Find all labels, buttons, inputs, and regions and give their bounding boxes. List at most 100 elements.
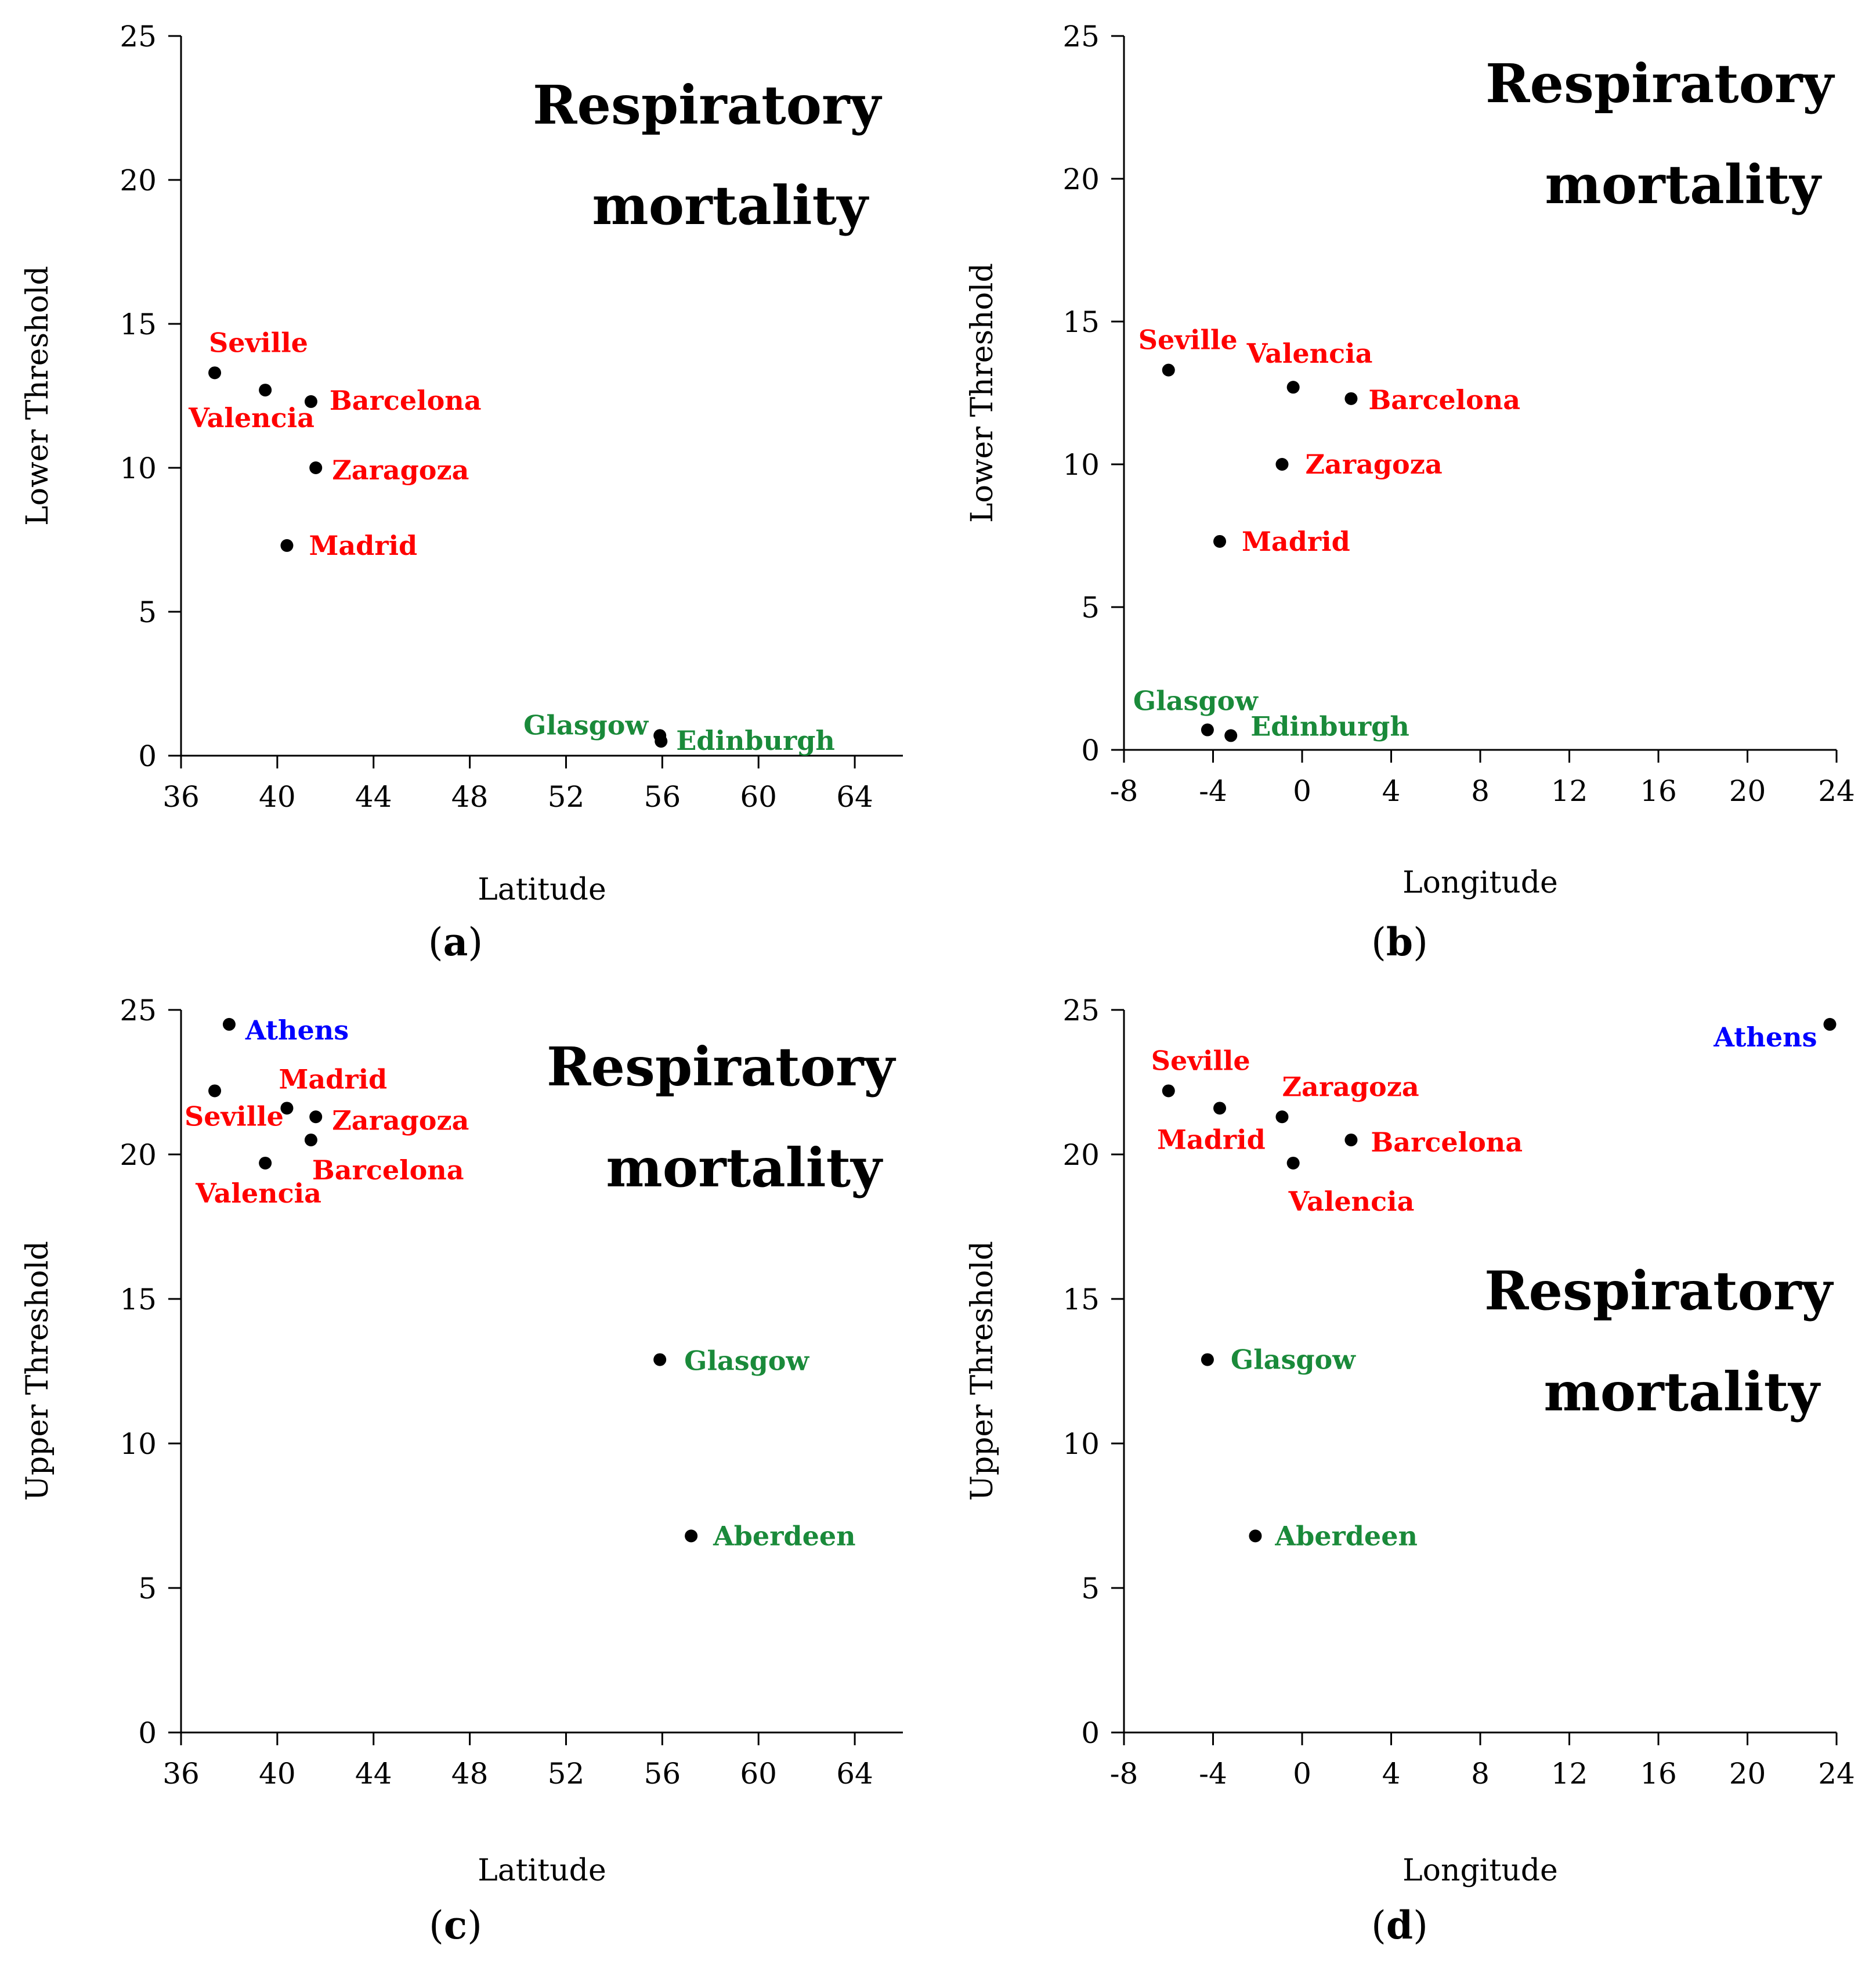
x-tick-label: 12 <box>1551 774 1588 808</box>
point-valencia <box>259 384 272 397</box>
point-glasgow <box>1201 723 1214 737</box>
y-tick-label: 10 <box>120 452 157 485</box>
point-label-valencia: Valencia <box>188 402 315 434</box>
chart-title-line-1: Respiratory <box>533 74 882 136</box>
chart-title-line-1: Respiratory <box>1485 52 1835 115</box>
panel-tag: (c) <box>429 1903 482 1948</box>
y-axis-title: Lower Threshold <box>20 266 55 526</box>
x-tick-label: 4 <box>1382 1757 1401 1791</box>
point-label-seville: Seville <box>1138 324 1238 356</box>
x-tick-label: 8 <box>1471 1757 1490 1791</box>
y-tick-label: 5 <box>138 595 157 629</box>
point-label-zaragoza: Zaragoza <box>1305 449 1442 480</box>
x-tick-label: 64 <box>836 1757 873 1791</box>
x-tick-label: -8 <box>1110 774 1138 808</box>
point-label-madrid: Madrid <box>309 530 417 561</box>
y-axis-title: Lower Threshold <box>965 263 1000 523</box>
x-tick-label: 56 <box>644 780 681 814</box>
chart-title-line-2: mortality <box>1545 153 1822 216</box>
point-valencia <box>1286 381 1300 394</box>
panel-b: 0 5 10 15 20 25 -8 -4 0 4 8 12 16 20 24 Longitude Lower … <box>965 20 1855 965</box>
point-zaragoza <box>309 1110 323 1124</box>
x-tick-label: 48 <box>451 1757 489 1791</box>
point-label-barcelona: Barcelona <box>1371 1127 1523 1158</box>
point-barcelona <box>304 395 317 408</box>
panel-d: 0 5 10 15 20 25 -8 -4 0 4 8 12 16 20 24 Longitude Upper … <box>965 994 1855 1948</box>
point-seville <box>208 1084 222 1098</box>
panel-tag: (a) <box>428 919 483 965</box>
y-tick-label: 25 <box>1062 20 1100 53</box>
point-label-edinburgh: Edinburgh <box>1250 710 1409 742</box>
x-tick-label: 0 <box>1293 774 1311 808</box>
point-madrid <box>280 1102 294 1115</box>
x-tick-label: 36 <box>162 1757 200 1791</box>
point-aberdeen <box>1249 1529 1262 1543</box>
panel-tag: (b) <box>1371 919 1428 965</box>
x-tick-label: 44 <box>355 780 392 814</box>
point-barcelona <box>1344 1134 1358 1147</box>
point-label-seville: Seville <box>185 1100 284 1132</box>
x-tick-label: 40 <box>259 780 296 814</box>
point-madrid <box>280 539 294 552</box>
y-tick-label: 10 <box>1062 1427 1100 1461</box>
point-label-madrid: Madrid <box>1242 526 1350 557</box>
x-tick-label: 48 <box>451 780 489 814</box>
y-tick-label: 15 <box>1062 305 1100 339</box>
point-label-valencia: Valencia <box>195 1178 321 1209</box>
x-tick-label: -4 <box>1199 774 1227 808</box>
point-label-athens: Athens <box>1713 1022 1817 1053</box>
x-tick-label: 60 <box>740 1757 777 1791</box>
y-tick-label: 15 <box>120 308 157 341</box>
point-label-glasgow: Glasgow <box>1133 685 1259 717</box>
x-tick-label: -8 <box>1110 1757 1138 1791</box>
x-tick-label: 52 <box>548 780 585 814</box>
point-glasgow <box>1201 1353 1214 1366</box>
y-tick-label: 5 <box>1081 1572 1100 1605</box>
point-valencia <box>259 1156 272 1170</box>
point-aberdeen <box>685 1529 698 1543</box>
point-label-valencia: Valencia <box>1288 1186 1415 1217</box>
point-seville <box>1162 1084 1175 1098</box>
x-tick-label: 52 <box>548 1757 585 1791</box>
point-label-barcelona: Barcelona <box>330 385 482 416</box>
point-label-barcelona: Barcelona <box>312 1154 464 1186</box>
point-label-aberdeen: Aberdeen <box>713 1520 856 1551</box>
x-tick-label: 64 <box>836 780 873 814</box>
point-zaragoza <box>309 461 323 474</box>
point-zaragoza <box>1275 1110 1289 1124</box>
point-label-glasgow: Glasgow <box>1231 1344 1356 1376</box>
point-seville <box>1162 363 1175 377</box>
panel-tag: (d) <box>1371 1903 1428 1948</box>
y-tick-label: 20 <box>1062 163 1100 196</box>
x-tick-label: 12 <box>1551 1757 1588 1791</box>
y-tick-label: 0 <box>1081 1716 1100 1750</box>
point-label-valencia: Valencia <box>1246 338 1373 369</box>
y-tick-label: 20 <box>120 1138 157 1172</box>
point-glasgow <box>653 1353 667 1366</box>
y-tick-label: 10 <box>120 1427 157 1461</box>
y-tick-label: 20 <box>120 164 157 197</box>
point-label-madrid: Madrid <box>1157 1124 1266 1155</box>
y-axis-title: Upper Threshold <box>965 1241 1000 1501</box>
x-tick-label: 0 <box>1293 1757 1311 1791</box>
point-athens <box>222 1017 236 1031</box>
x-axis-title: Longitude <box>1403 1853 1558 1888</box>
panel-c: 0 5 10 15 20 25 36 40 44 48 52 56 60 64 Latitude Upper … <box>20 994 903 1948</box>
point-edinburgh <box>655 735 668 748</box>
point-madrid <box>1213 1102 1227 1115</box>
panel-a: 0 5 10 15 20 25 36 40 44 48 52 56 60 64 Latitude Lower … <box>20 20 903 965</box>
y-tick-label: 0 <box>138 739 157 773</box>
x-tick-label: 56 <box>644 1757 681 1791</box>
point-label-zaragoza: Zaragoza <box>332 454 469 486</box>
x-tick-label: 40 <box>259 1757 296 1791</box>
x-axis-title: Latitude <box>478 872 606 907</box>
x-tick-label: 16 <box>1640 774 1677 808</box>
y-tick-label: 20 <box>1062 1138 1100 1172</box>
x-tick-label: 8 <box>1471 774 1490 808</box>
y-tick-label: 15 <box>120 1283 157 1316</box>
y-tick-label: 5 <box>138 1572 157 1605</box>
y-tick-label: 25 <box>120 20 157 53</box>
x-tick-label: 4 <box>1382 774 1401 808</box>
y-tick-label: 5 <box>1081 591 1100 625</box>
x-tick-label: 24 <box>1818 1757 1855 1791</box>
